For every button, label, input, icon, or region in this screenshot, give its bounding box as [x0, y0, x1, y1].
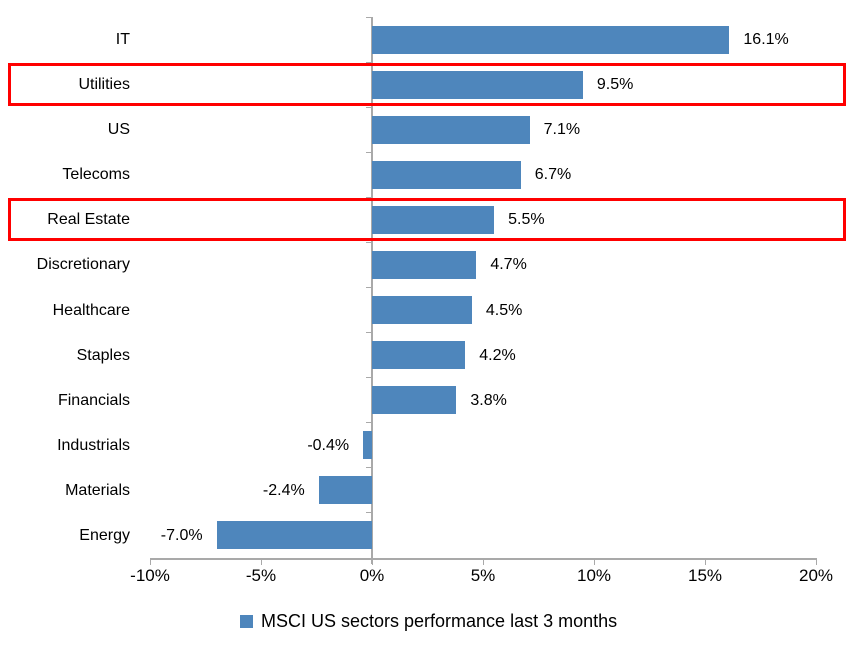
y-axis-tick [366, 512, 372, 514]
value-label-us: 7.1% [543, 121, 581, 139]
bar-telecoms [372, 160, 521, 189]
legend: MSCI US sectors performance last 3 month… [240, 606, 617, 636]
y-axis-line [371, 17, 373, 564]
category-label-energy: Energy [79, 526, 130, 544]
value-label-financials: 3.8% [470, 391, 507, 409]
bar-energy [216, 521, 372, 550]
bar-industrials [363, 431, 372, 460]
bar-discretionary [372, 250, 477, 279]
category-label-financials: Financials [57, 391, 130, 409]
x-tick [149, 558, 151, 565]
x-tick-label: 10% [576, 566, 612, 585]
value-label-materials: -2.4% [262, 481, 305, 499]
y-axis-tick [366, 106, 372, 108]
category-label-utilities: Utilities [78, 76, 130, 94]
x-tick [593, 558, 595, 565]
category-label-telecoms: Telecoms [62, 166, 130, 184]
y-axis-tick [366, 467, 372, 469]
category-label-it: IT [115, 31, 130, 48]
bar-us [372, 115, 530, 144]
x-tick [482, 558, 484, 565]
value-label-staples: 4.2% [479, 346, 516, 364]
value-label-utilities: 9.5% [596, 76, 634, 94]
bar-real-estate [372, 205, 495, 234]
x-tick-label: 15% [687, 566, 723, 585]
x-tick-label: 5% [470, 566, 496, 585]
category-label-materials: Materials [65, 481, 130, 499]
y-axis-tick [366, 332, 372, 334]
x-tick-label: 0% [359, 566, 385, 585]
value-label-industrials: -0.4% [307, 436, 350, 454]
value-label-discretionary: 4.7% [490, 256, 527, 274]
x-tick [371, 558, 373, 565]
y-axis-tick [366, 241, 372, 243]
x-tick [260, 558, 262, 565]
value-label-it: 16.1% [743, 31, 789, 48]
value-label-energy: -7.0% [160, 526, 203, 544]
x-tick [704, 558, 706, 565]
category-label-discretionary: Discretionary [36, 256, 130, 274]
legend-label: MSCI US sectors performance last 3 month… [261, 610, 618, 631]
x-tick-label: -10% [130, 566, 170, 585]
y-axis-tick [366, 16, 372, 18]
highlight-box-real-estate [8, 197, 846, 241]
bar-financials [372, 386, 457, 415]
value-label-telecoms: 6.7% [534, 166, 572, 184]
y-axis-tick [366, 61, 372, 63]
y-axis-tick [366, 196, 372, 198]
legend-marker-icon [240, 614, 253, 628]
bar-healthcare [372, 296, 472, 325]
category-label-healthcare: Healthcare [52, 301, 130, 319]
bar-utilities [372, 70, 583, 99]
bar-staples [372, 341, 466, 370]
x-tick-label: -5% [245, 566, 277, 585]
highlight-box-utilities [8, 62, 846, 106]
x-tick [815, 558, 817, 565]
category-label-industrials: Industrials [57, 436, 130, 454]
category-label-us: US [107, 121, 130, 139]
x-tick-label: 20% [798, 566, 834, 585]
x-axis-line [150, 558, 817, 560]
bar-materials [318, 476, 372, 505]
y-axis-tick [366, 422, 372, 424]
y-axis-tick [366, 151, 372, 153]
bar-it [372, 25, 730, 54]
y-axis-tick [366, 377, 372, 379]
y-axis-tick [366, 287, 372, 288]
category-label-staples: Staples [76, 346, 130, 364]
value-label-healthcare: 4.5% [485, 301, 523, 319]
category-label-real-estate: Real Estate [47, 211, 130, 229]
value-label-real-estate: 5.5% [508, 211, 545, 229]
